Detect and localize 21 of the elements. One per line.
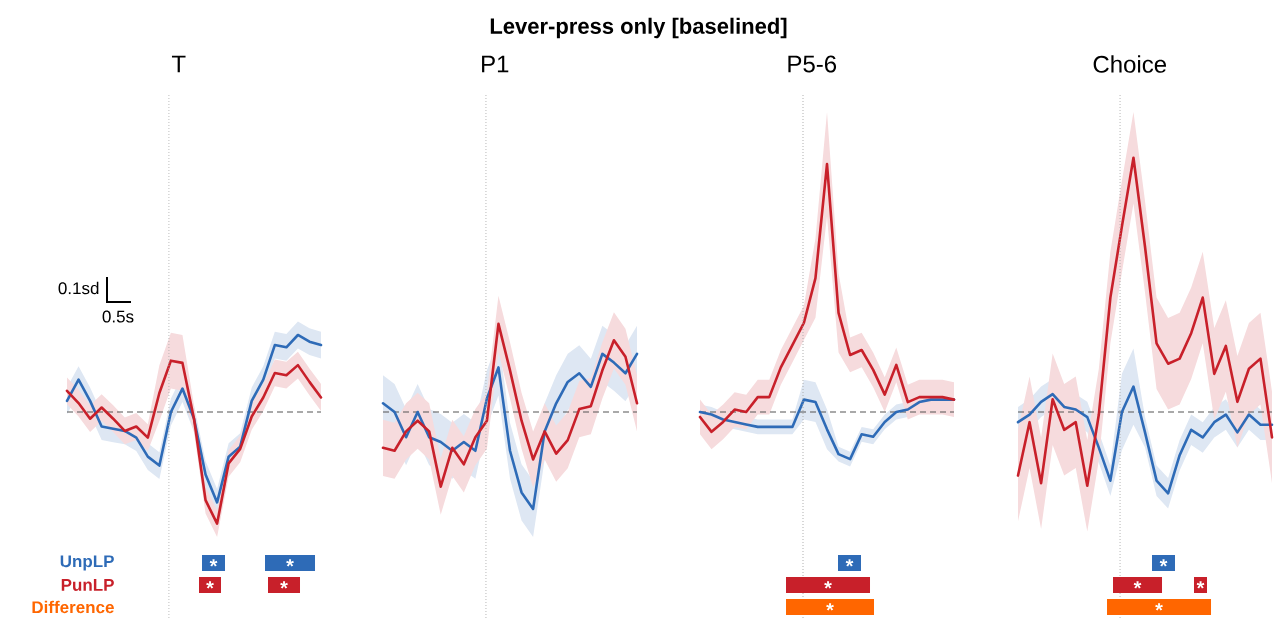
text: * (209, 559, 218, 567)
chart-title: T (171, 55, 186, 73)
chart-title: P1 (482, 55, 509, 73)
text: 0.5s (102, 310, 134, 323)
text: 0.1sd (58, 281, 99, 295)
text: * (826, 603, 834, 611)
text: UnpLP (60, 555, 114, 571)
chart-title: Choice (1093, 55, 1167, 73)
legend-label: Difference (32, 600, 114, 614)
text: * (1159, 559, 1168, 567)
text: * (206, 581, 214, 589)
text: * (845, 559, 854, 567)
text: * (286, 559, 294, 567)
text: Lever-press only [baselined] (490, 17, 787, 39)
text: * (1133, 581, 1142, 589)
text: * (824, 581, 832, 589)
text: * (1196, 581, 1205, 589)
chart-title: P5-6 (788, 55, 837, 73)
text: * (1155, 603, 1163, 611)
text: PunLP (61, 579, 114, 591)
text: * (280, 581, 288, 589)
